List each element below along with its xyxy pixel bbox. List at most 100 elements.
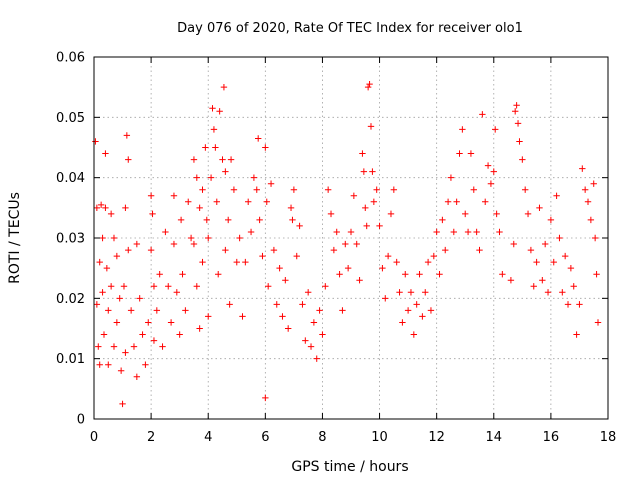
data-point xyxy=(289,216,296,224)
data-point xyxy=(590,180,597,187)
data-point xyxy=(482,198,489,205)
data-point xyxy=(367,123,375,130)
data-point xyxy=(190,156,198,163)
data-point xyxy=(524,210,532,218)
data-point xyxy=(570,283,577,290)
data-point xyxy=(287,204,295,212)
data-point xyxy=(330,246,338,254)
data-point xyxy=(439,216,446,224)
data-point xyxy=(185,198,192,205)
data-point xyxy=(267,180,275,187)
data-point xyxy=(205,313,212,320)
x-tick-label: 10 xyxy=(371,430,388,445)
data-point xyxy=(149,210,156,218)
data-point xyxy=(511,108,519,115)
data-point xyxy=(419,313,426,320)
data-point xyxy=(107,283,115,290)
data-point xyxy=(336,271,343,278)
data-point xyxy=(92,138,99,145)
data-point xyxy=(139,331,146,338)
y-tick-labels: 0 0.01 0.02 0.03 0.04 0.05 0.06 xyxy=(56,51,85,428)
data-point xyxy=(147,246,155,254)
data-point xyxy=(242,258,249,266)
data-point xyxy=(125,156,132,163)
data-point xyxy=(581,186,589,193)
data-point xyxy=(576,301,583,308)
data-point xyxy=(561,252,569,260)
data-point xyxy=(99,289,106,296)
data-point xyxy=(399,319,406,326)
data-point xyxy=(533,258,540,266)
y-axis-title: ROTI / TECUs xyxy=(7,192,23,284)
data-point xyxy=(95,343,102,350)
data-point xyxy=(384,252,392,260)
data-point xyxy=(387,210,395,218)
data-point xyxy=(179,271,186,278)
data-point xyxy=(516,138,523,145)
data-point xyxy=(117,367,125,374)
data-point xyxy=(447,174,455,181)
x-tick-label: 18 xyxy=(600,430,617,445)
data-point xyxy=(410,331,418,338)
x-tick-labels: 0 2 4 6 8 10 12 14 16 18 xyxy=(90,430,616,445)
data-point xyxy=(316,307,323,314)
data-point xyxy=(97,201,105,209)
data-point xyxy=(105,361,112,368)
y-tick-label: 0.01 xyxy=(56,352,85,367)
chart-title: Day 076 of 2020, Rate Of TEC Index for r… xyxy=(177,21,523,36)
data-point xyxy=(473,228,480,236)
data-point xyxy=(276,264,283,272)
data-point xyxy=(264,283,272,290)
data-point xyxy=(404,307,412,314)
data-point xyxy=(103,264,111,272)
x-tick-label: 0 xyxy=(90,430,98,445)
data-point xyxy=(182,307,189,314)
data-point xyxy=(433,228,440,236)
data-point xyxy=(536,204,543,212)
data-point xyxy=(442,246,449,254)
data-point xyxy=(413,301,420,308)
data-point xyxy=(416,271,423,278)
data-point xyxy=(207,174,215,181)
data-point xyxy=(113,319,121,326)
data-point xyxy=(187,234,195,242)
x-tick-label: 2 xyxy=(147,430,155,445)
data-point xyxy=(359,150,366,157)
data-point xyxy=(487,180,495,187)
data-point xyxy=(510,240,517,248)
grid-lines xyxy=(94,57,608,419)
data-point xyxy=(479,111,486,118)
data-point xyxy=(573,331,580,338)
data-point xyxy=(142,361,149,368)
data-point xyxy=(550,258,557,266)
data-point xyxy=(173,289,181,296)
data-point xyxy=(490,168,497,175)
y-tick-label: 0 xyxy=(77,413,85,428)
data-point xyxy=(102,150,109,157)
data-point xyxy=(110,343,118,350)
data-point xyxy=(105,307,112,314)
x-tick-label: 8 xyxy=(318,430,326,445)
data-point xyxy=(587,216,595,224)
data-point xyxy=(519,156,526,163)
data-point xyxy=(107,210,115,218)
data-point xyxy=(507,277,515,284)
data-point xyxy=(396,289,403,296)
data-point xyxy=(245,198,252,205)
data-point xyxy=(210,126,218,133)
data-point xyxy=(564,301,572,308)
plot-frame xyxy=(93,56,609,420)
data-point xyxy=(462,210,469,218)
data-point xyxy=(544,289,552,296)
data-point xyxy=(123,132,131,139)
data-point xyxy=(233,258,240,266)
data-point xyxy=(322,283,329,290)
data-point xyxy=(226,301,233,308)
data-point xyxy=(263,198,270,205)
data-point xyxy=(513,102,520,109)
data-point xyxy=(319,331,326,338)
data-point xyxy=(120,283,128,290)
data-point xyxy=(209,105,216,112)
data-point xyxy=(127,307,135,314)
data-point xyxy=(262,394,269,402)
